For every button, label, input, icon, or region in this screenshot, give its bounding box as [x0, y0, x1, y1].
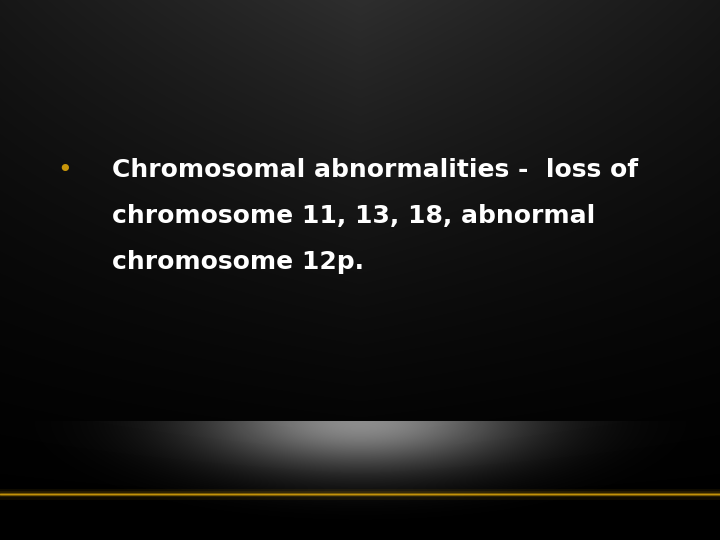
Text: chromosome 11, 13, 18, abnormal: chromosome 11, 13, 18, abnormal	[112, 204, 595, 228]
Text: chromosome 12p.: chromosome 12p.	[112, 250, 364, 274]
Text: •: •	[58, 158, 72, 182]
Text: Chromosomal abnormalities -  loss of: Chromosomal abnormalities - loss of	[112, 158, 638, 182]
